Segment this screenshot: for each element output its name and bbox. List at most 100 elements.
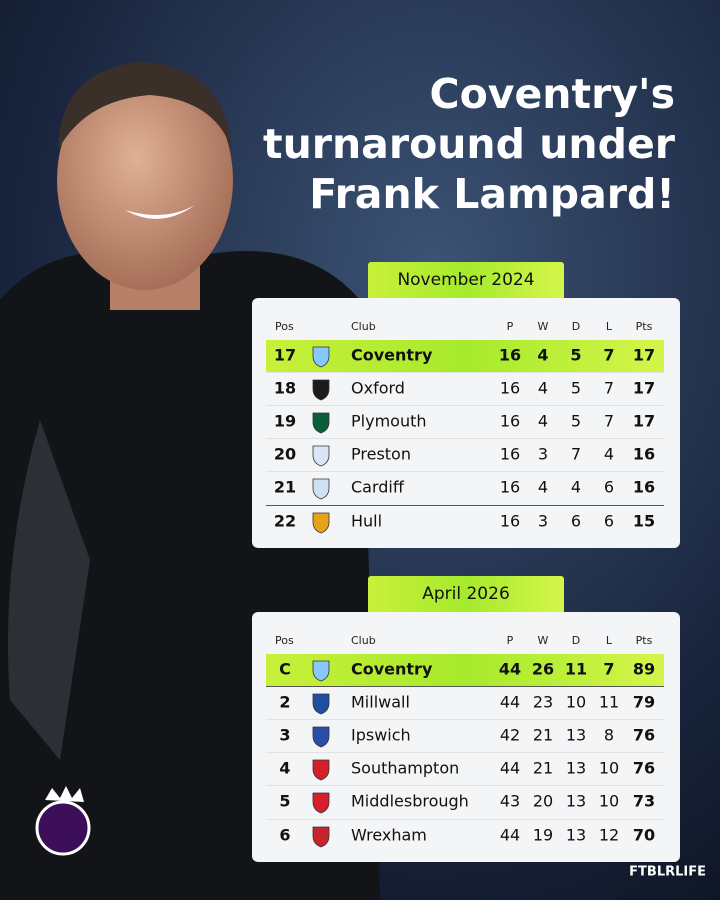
column-header: L: [606, 634, 613, 647]
table-cell: 6: [604, 478, 614, 497]
table-cell: 19: [274, 412, 296, 431]
hair: [58, 62, 232, 150]
club-name: Middlesbrough: [351, 792, 469, 811]
logo-badge: [35, 800, 91, 856]
tab: [368, 262, 564, 302]
column-header: Club: [351, 634, 376, 647]
table-cell: 18: [274, 379, 296, 398]
table-cell: 20: [533, 792, 553, 811]
title-line: Frank Lampard!: [309, 170, 675, 218]
table-cell: 17: [633, 379, 655, 398]
table-cell: 15: [633, 512, 655, 531]
club-badge: [312, 478, 330, 500]
table-cell: 10: [566, 693, 586, 712]
table-cell: 23: [533, 693, 553, 712]
table-cell: 17: [633, 412, 655, 431]
title-line: Coventry's: [430, 70, 675, 118]
table-cell: 17: [274, 346, 296, 365]
column-header: Pos: [275, 320, 294, 333]
club-badge: [312, 826, 330, 848]
table-cell: 7: [603, 660, 614, 679]
column-header: D: [572, 634, 580, 647]
club-name: Ipswich: [351, 726, 411, 745]
table-cell: C: [279, 660, 291, 679]
table-cell: 4: [538, 478, 548, 497]
table-cell: 44: [499, 660, 521, 679]
table-cell: 13: [566, 792, 586, 811]
club-name: Cardiff: [351, 478, 405, 497]
table-cell: 22: [274, 512, 296, 531]
table-cell: 16: [500, 445, 520, 464]
logo-crown: [45, 786, 84, 802]
table-cell: 16: [500, 512, 520, 531]
table-cell: 7: [604, 379, 614, 398]
column-header: L: [606, 320, 613, 333]
table-cell: 5: [571, 379, 581, 398]
table-cell: 17: [633, 346, 655, 365]
table-cell: 13: [566, 826, 586, 845]
club-badge: [312, 693, 330, 715]
highlight-row: [266, 654, 664, 686]
table-cell: 11: [565, 660, 587, 679]
table-cell: 44: [500, 693, 520, 712]
club-badge: [312, 379, 330, 401]
table-cell: 21: [533, 759, 553, 778]
league-logo: [35, 786, 91, 856]
club-badge: [312, 660, 330, 682]
table-cell: 3: [538, 445, 548, 464]
column-header: Pos: [275, 634, 294, 647]
table-cell: 16: [500, 379, 520, 398]
club-name: Millwall: [351, 693, 410, 712]
column-header: W: [538, 634, 549, 647]
table-cell: 10: [599, 759, 619, 778]
table-cell: 7: [571, 445, 581, 464]
column-header: W: [538, 320, 549, 333]
table-cell: 3: [279, 726, 290, 745]
table-cell: 44: [500, 826, 520, 845]
table-cell: 8: [604, 726, 614, 745]
table-cell: 6: [279, 826, 290, 845]
table-cell: 6: [604, 512, 614, 531]
title-line: turnaround under: [263, 120, 676, 168]
table-cell: 13: [566, 726, 586, 745]
table-cell: 7: [603, 346, 614, 365]
table-cell: 16: [499, 346, 521, 365]
club-name: Southampton: [351, 759, 459, 778]
column-header: D: [572, 320, 580, 333]
club-name: Oxford: [351, 379, 405, 398]
club-badge: [312, 726, 330, 748]
table-cell: 4: [604, 445, 614, 464]
column-header: P: [507, 634, 514, 647]
table-cell: 4: [279, 759, 290, 778]
tables: November 2024 Pos Club P W D L Pts 17 Coventry 16 4…: [252, 262, 680, 862]
table-cell: 6: [571, 512, 581, 531]
table-label: November 2024: [397, 270, 534, 290]
table-cell: 4: [538, 379, 548, 398]
table-cell: 4: [538, 412, 548, 431]
smile: [125, 205, 195, 219]
club-name: Preston: [351, 445, 411, 464]
table-cell: 4: [571, 478, 581, 497]
table-cell: 20: [274, 445, 296, 464]
column-header: Pts: [636, 320, 653, 333]
club-name: Hull: [351, 512, 382, 531]
table-cell: 5: [571, 412, 581, 431]
table-cell: 2: [279, 693, 290, 712]
club-badge: [312, 759, 330, 781]
table-cell: 70: [633, 826, 655, 845]
table-cell: 16: [500, 478, 520, 497]
table-cell: 21: [274, 478, 296, 497]
table-cell: 21: [533, 726, 553, 745]
club-name: Coventry: [351, 660, 433, 679]
table-cell: 7: [604, 412, 614, 431]
club-name: Coventry: [351, 346, 433, 365]
table-cell: 13: [566, 759, 586, 778]
table-cell: 44: [500, 759, 520, 778]
club-badge: [312, 792, 330, 814]
table-cell: 73: [633, 792, 655, 811]
table-cell: 43: [500, 792, 520, 811]
column-header: Pts: [636, 634, 653, 647]
table-cell: 16: [633, 478, 655, 497]
table-cell: 10: [599, 792, 619, 811]
